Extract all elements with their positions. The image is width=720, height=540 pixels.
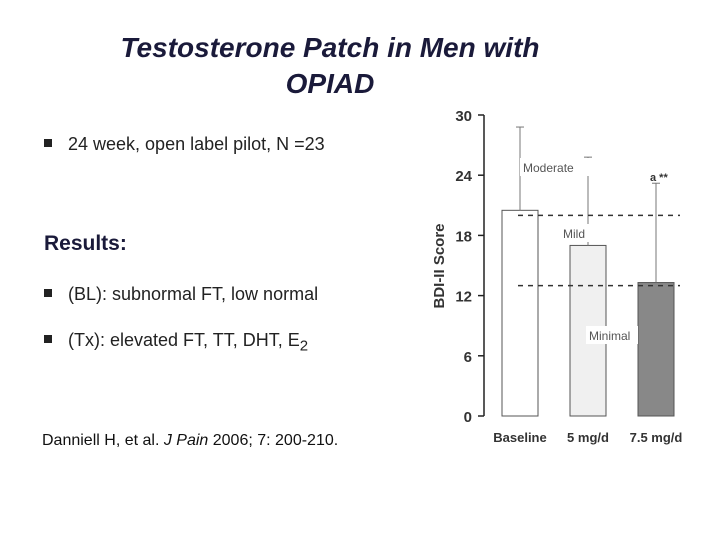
y-tick-label: 12 (455, 289, 472, 306)
region-label-minimal: Minimal (589, 329, 630, 343)
bullet-treatment: (Tx): elevated FT, TT, DHT, E2 (44, 330, 308, 355)
region-label-moderate: Moderate (523, 161, 574, 175)
region-label-mild: Mild (563, 227, 585, 241)
region-label-bg-2 (586, 326, 638, 344)
slide-title-line-2: OPIAD (285, 68, 375, 99)
square-bullet-icon (44, 289, 52, 298)
bar-2 (637, 282, 675, 417)
bar-0 (501, 209, 539, 417)
x-category-label: 7.5 mg/d (630, 430, 683, 445)
y-tick-label: 6 (464, 349, 472, 366)
citation: Danniell H, et al. J Pain 2006; 7: 200-2… (42, 432, 338, 450)
square-bullet-icon (44, 139, 52, 148)
results-heading: Results: (44, 232, 127, 255)
citation-details: 2006; 7: 200-210. (208, 432, 339, 449)
slide-title-line-1: Testosterone Patch in Men with (120, 32, 540, 63)
bullet-text: (Tx): elevated FT, TT, DHT, E (68, 330, 300, 350)
x-category-label: 5 mg/d (567, 430, 609, 445)
bullet-text: 24 week, open label pilot, N =23 (68, 134, 325, 154)
x-category-label: Baseline (493, 430, 546, 445)
slide-title: Testosterone Patch in Men with OPIAD (40, 30, 620, 102)
y-tick-label: 24 (455, 168, 472, 185)
bullet-study-design: 24 week, open label pilot, N =23 (44, 134, 325, 155)
y-tick-label: 18 (455, 228, 472, 245)
square-bullet-icon (44, 335, 52, 344)
citation-journal: J Pain (163, 432, 209, 449)
y-tick-label: 30 (455, 108, 472, 125)
bullet-subscript: 2 (299, 337, 309, 355)
region-label-bg-1 (560, 224, 590, 242)
bullet-text: (BL): subnormal FT, low normal (68, 284, 319, 304)
bullet-baseline: (BL): subnormal FT, low normal (44, 284, 318, 305)
y-axis-label: BDI-II Score (431, 223, 448, 308)
y-tick-label: 0 (464, 409, 472, 426)
citation-authors: Danniell H, et al. (42, 432, 164, 449)
region-label-bg-0 (520, 158, 590, 176)
significance-annotation: a ** (650, 172, 668, 184)
